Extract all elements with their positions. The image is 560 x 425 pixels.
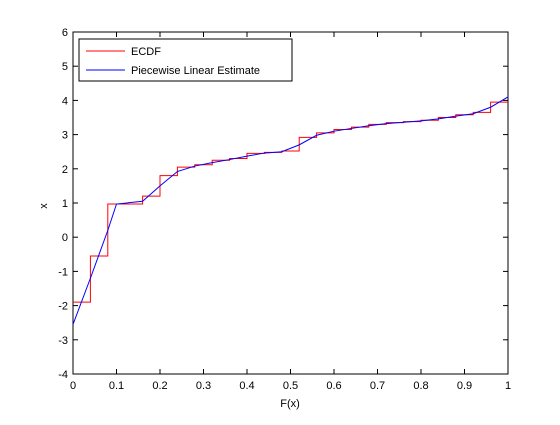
y-tick-label: -3: [58, 335, 68, 347]
legend-label-ecdf: ECDF: [131, 46, 161, 58]
series-line-ecdf: [73, 101, 508, 303]
y-tick-label: 5: [62, 61, 68, 73]
curves: [72, 96, 509, 325]
x-tick-label: 0.6: [326, 380, 341, 392]
x-tick-label: 0.5: [283, 380, 298, 392]
y-tick-label: -1: [58, 266, 68, 278]
series-line-piecewise-linear-estimate: [72, 96, 509, 325]
y-tick-label: -4: [58, 369, 68, 381]
y-tick-label: 3: [62, 130, 68, 142]
plot-area: [72, 31, 509, 375]
y-tick-label: 6: [62, 27, 68, 39]
x-tick-label: 1: [505, 380, 511, 392]
x-tick-label: 0.9: [457, 380, 472, 392]
y-tick-label: 2: [62, 164, 68, 176]
y-tick-label: -2: [58, 301, 68, 313]
y-tick-label: 4: [62, 95, 68, 107]
x-tick-label: 0.7: [370, 380, 385, 392]
x-tick-label: 0.3: [196, 380, 211, 392]
tick-labels: 0 0.1 0.2 0.3 0.4 0.5 0.6 0.7 0.8 0.9 1 -4 -3 -2 -1 0 1 2…: [58, 27, 511, 392]
legend-box: [78, 38, 293, 82]
legend: ECDF Piecewise Linear Estimate: [78, 38, 293, 82]
y-tick-label: 0: [62, 232, 68, 244]
x-tick-label: 0.1: [109, 380, 124, 392]
x-tick-label: 0.8: [413, 380, 428, 392]
axis-ticks: [72, 31, 509, 375]
x-tick-label: 0: [70, 380, 76, 392]
legend-label-piecewise-linear-estimate: Piecewise Linear Estimate: [131, 65, 260, 77]
x-tick-label: 0.4: [239, 380, 254, 392]
y-axis-label: x: [38, 203, 50, 209]
x-axis-label: F(x): [280, 398, 300, 410]
x-tick-label: 0.2: [152, 380, 167, 392]
y-tick-label: 1: [62, 198, 68, 210]
